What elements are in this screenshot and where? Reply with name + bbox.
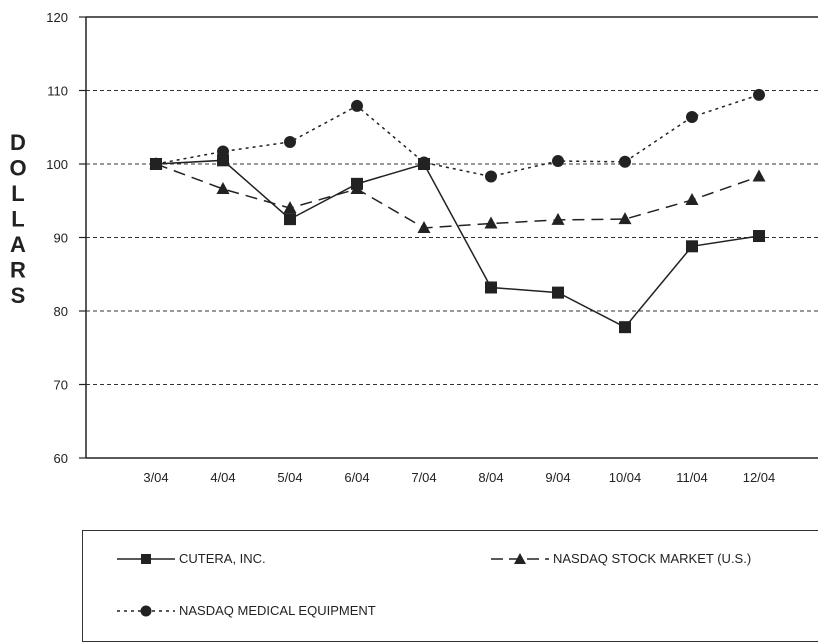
data-point-square — [552, 286, 564, 299]
y-tick-label: 80 — [54, 304, 68, 319]
data-point-circle — [351, 99, 363, 112]
legend-item-cutera: CUTERA, INC. — [117, 551, 266, 566]
data-point-triangle — [618, 212, 632, 225]
data-point-square — [217, 154, 229, 167]
legend-label-nasdaq-medical: NASDAQ MEDICAL EQUIPMENT — [179, 603, 376, 618]
x-tick-label: 6/04 — [344, 470, 369, 485]
x-tick-label: 12/04 — [743, 470, 776, 485]
data-point-circle — [619, 155, 631, 168]
x-tick-label: 10/04 — [609, 470, 642, 485]
dotted-circle-marker-icon — [117, 605, 175, 616]
y-axis-label-letter: L — [11, 181, 24, 206]
data-point-circle — [753, 88, 765, 101]
x-tick-label: 4/04 — [210, 470, 235, 485]
legend-item-nasdaq-medical: NASDAQ MEDICAL EQUIPMENT — [117, 603, 376, 618]
data-point-circle — [485, 170, 497, 183]
series-line-1 — [155, 163, 760, 229]
data-point-triangle — [350, 181, 364, 194]
data-point-triangle — [283, 201, 297, 214]
x-tick-label: 3/04 — [143, 470, 168, 485]
data-point-circle — [150, 158, 162, 170]
dashed-triangle-marker-icon — [491, 552, 549, 564]
data-point-circle — [686, 110, 698, 123]
legend-label-nasdaq-stock: NASDAQ STOCK MARKET (U.S.) — [553, 551, 752, 566]
legend-label-cutera: CUTERA, INC. — [179, 551, 266, 566]
data-point-circle — [552, 155, 564, 168]
solid-square-marker-icon — [117, 553, 175, 564]
x-tick-label: 11/04 — [676, 470, 708, 485]
y-tick-labels: 60 70 80 90 100 110 120 — [46, 10, 86, 466]
data-point-circle — [418, 156, 430, 169]
x-tick-label: 8/04 — [478, 470, 503, 485]
data-point-circle — [217, 145, 229, 158]
y-tick-label: 120 — [46, 10, 68, 25]
y-tick-label: 90 — [54, 231, 68, 246]
data-point-circle — [284, 135, 296, 148]
data-point-square — [619, 321, 631, 334]
y-tick-label: 110 — [47, 84, 68, 99]
y-axis-label-letter: S — [11, 283, 26, 308]
series-layer — [149, 88, 766, 334]
data-point-triangle — [417, 220, 431, 233]
legend-item-nasdaq-stock: NASDAQ STOCK MARKET (U.S.) — [491, 551, 751, 566]
series-line-0 — [155, 159, 760, 329]
data-point-triangle — [551, 212, 565, 225]
x-tick-label: 5/04 — [277, 470, 302, 485]
data-point-triangle — [752, 169, 766, 182]
y-axis-label-letter: L — [11, 207, 24, 232]
y-tick-label: 100 — [46, 157, 68, 172]
legend: CUTERA, INC. NASDAQ STOCK MARKET (U.S.) … — [82, 530, 818, 642]
data-point-square — [284, 213, 296, 226]
data-point-triangle — [484, 216, 498, 229]
data-point-square — [485, 281, 497, 294]
x-tick-labels: 3/04 4/04 5/04 6/04 7/04 8/04 9/04 10/04 11/04 12… — [143, 470, 775, 485]
data-point-triangle — [685, 193, 699, 206]
y-axis-label-letter: A — [10, 232, 26, 257]
data-point-square — [686, 240, 698, 253]
gridlines — [86, 90, 818, 385]
data-point-triangle — [216, 181, 230, 194]
data-point-square — [753, 230, 765, 243]
y-tick-label: 70 — [54, 378, 68, 393]
x-tick-label: 7/04 — [411, 470, 436, 485]
y-axis-label-letter: D — [10, 130, 26, 155]
y-axis-label-letter: R — [10, 258, 26, 283]
x-tick-label: 9/04 — [545, 470, 570, 485]
y-axis-label-letter: O — [9, 156, 26, 181]
y-tick-label: 60 — [54, 451, 68, 466]
